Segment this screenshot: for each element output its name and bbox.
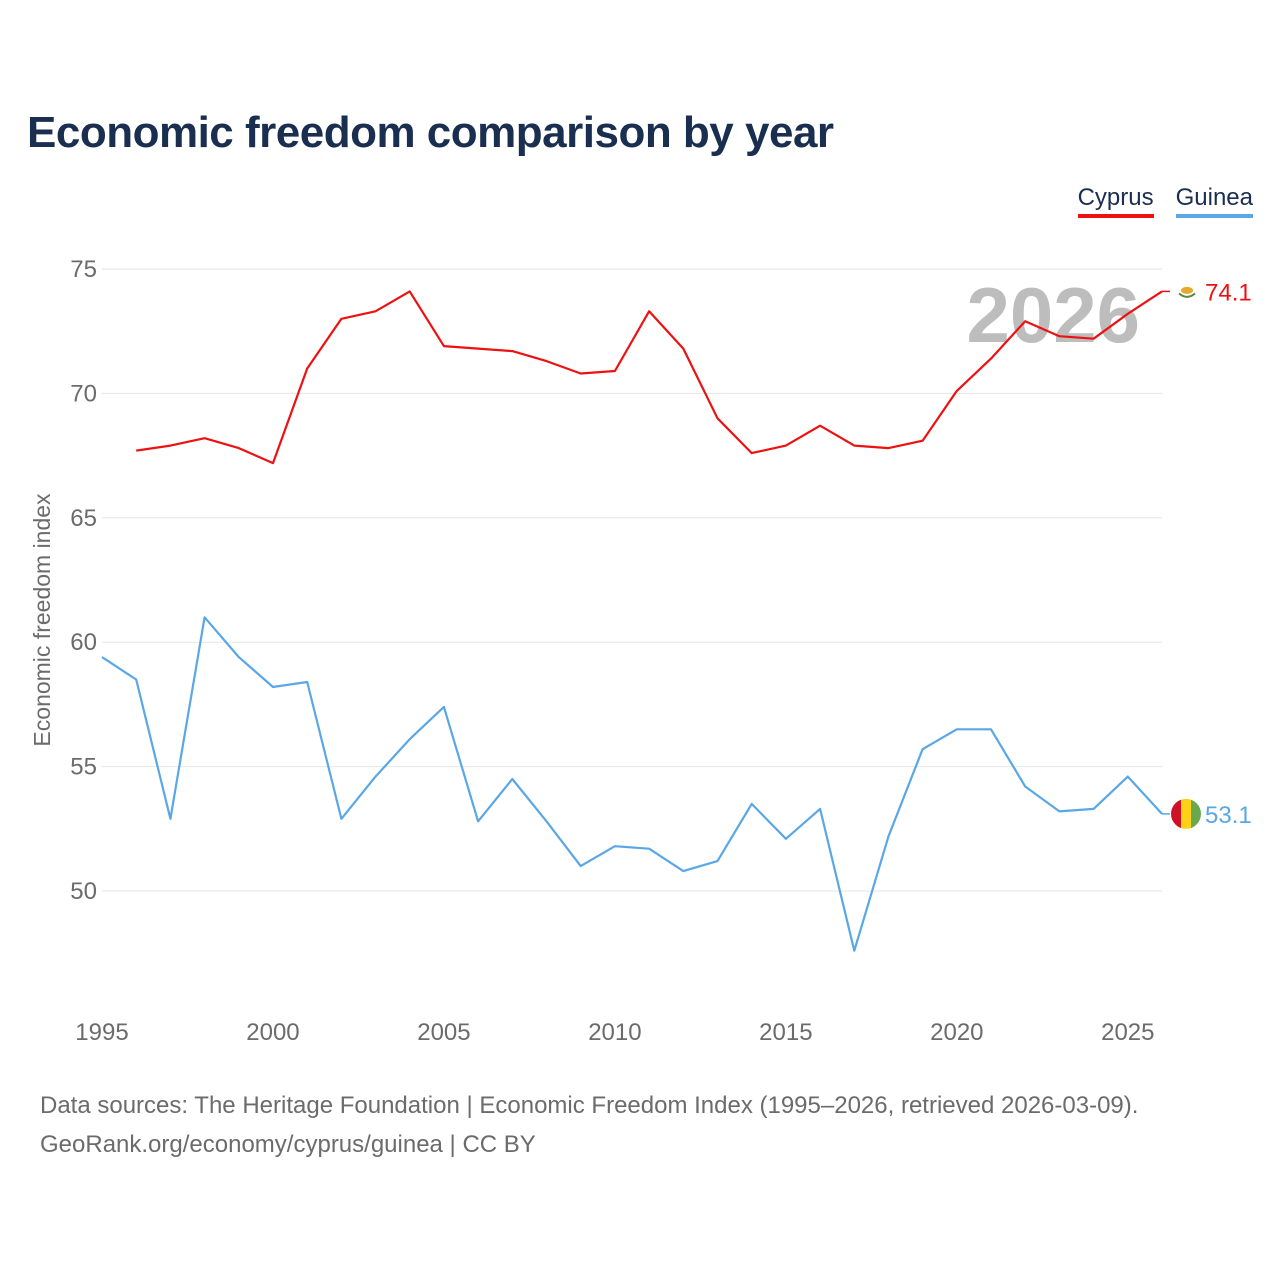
legend-item-cyprus[interactable]: Cyprus xyxy=(1077,184,1154,218)
y-tick-label: 70 xyxy=(70,380,97,407)
data-sources-note: Data sources: The Heritage Foundation | … xyxy=(40,1092,1139,1119)
y-axis-ticks: 50 55 60 65 70 75 xyxy=(70,256,97,905)
footer: Data sources: The Heritage Foundation | … xyxy=(40,1086,1138,1164)
guinea-flag-icon xyxy=(1171,798,1201,829)
x-tick-label: 2025 xyxy=(1101,1019,1154,1046)
series-lines xyxy=(101,290,1163,952)
x-tick-label: 2020 xyxy=(930,1019,983,1046)
cyprus-flag-icon xyxy=(1178,286,1196,298)
x-axis-ticks: 1995 2000 2005 2010 2015 2020 2025 xyxy=(75,1019,1154,1046)
year-watermark: 2026 xyxy=(966,271,1140,359)
y-axis-label: Economic freedom index xyxy=(29,493,55,747)
series-line-cyprus xyxy=(136,290,1163,465)
cyprus-end-value: 74.1 xyxy=(1205,279,1252,306)
x-tick-label: 2005 xyxy=(417,1019,470,1046)
credit-link[interactable]: GeoRank.org/economy/cyprus/guinea | CC B… xyxy=(40,1131,536,1158)
x-tick-label: 2010 xyxy=(588,1019,641,1046)
x-tick-label: 2000 xyxy=(246,1019,299,1046)
y-tick-label: 60 xyxy=(70,629,97,656)
y-tick-label: 55 xyxy=(70,754,97,781)
legend-item-guinea[interactable]: Guinea xyxy=(1175,184,1253,218)
end-markers: 74.1 53.1 xyxy=(1162,279,1252,829)
legend: Cyprus Guinea xyxy=(1077,184,1253,218)
y-tick-label: 50 xyxy=(70,878,97,905)
y-tick-label: 75 xyxy=(70,256,97,283)
grid-lines xyxy=(102,268,1162,892)
x-tick-label: 2015 xyxy=(759,1019,812,1046)
guinea-end-value: 53.1 xyxy=(1205,802,1252,829)
series-line-guinea xyxy=(101,616,1163,952)
chart-title: Economic freedom comparison by year xyxy=(27,108,834,157)
x-tick-label: 1995 xyxy=(75,1019,128,1046)
y-tick-label: 65 xyxy=(70,505,97,532)
